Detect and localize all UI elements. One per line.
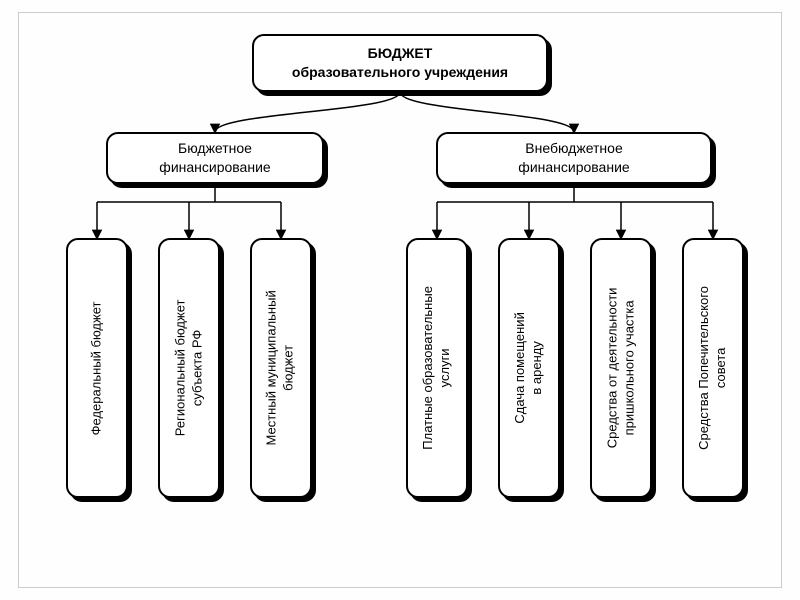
branch-budget: Бюджетное финансирование	[106, 132, 324, 184]
leaf-paid: Платные образовательные услуги	[406, 238, 468, 498]
branch-budget-line1: Бюджетное	[159, 139, 270, 158]
leaf-rent: Сдача помещений в аренду	[498, 238, 560, 498]
leaf-regional: Региональный бюджет субъекта РФ	[158, 238, 220, 498]
leaf-council: Средства Попечительского совета	[682, 238, 744, 498]
leaf-local-label: Местный муниципальный бюджет	[264, 290, 298, 445]
root-line2: образовательного учреждения	[292, 63, 508, 82]
branch-extrabudget: Внебюджетное финансирование	[436, 132, 712, 184]
leaf-activity: Средства от деятельности пришкольного уч…	[590, 238, 652, 498]
leaf-local: Местный муниципальный бюджет	[250, 238, 312, 498]
leaf-paid-label: Платные образовательные услуги	[420, 286, 454, 450]
leaf-federal: Федеральный бюджет	[66, 238, 128, 498]
leaf-activity-label: Средства от деятельности пришкольного уч…	[604, 288, 638, 449]
leaf-federal-label: Федеральный бюджет	[89, 301, 106, 435]
leaf-regional-label: Региональный бюджет субъекта РФ	[172, 300, 206, 437]
branch-budget-line2: финансирование	[159, 158, 270, 177]
leaf-rent-label: Сдача помещений в аренду	[512, 312, 546, 423]
leaf-council-label: Средства Попечительского совета	[696, 286, 730, 450]
branch-extrabudget-line2: финансирование	[518, 158, 629, 177]
root-line1: БЮДЖЕТ	[292, 44, 508, 63]
branch-extrabudget-line1: Внебюджетное	[518, 139, 629, 158]
outer-frame	[18, 12, 782, 588]
root-node: БЮДЖЕТ образовательного учреждения	[252, 34, 548, 92]
